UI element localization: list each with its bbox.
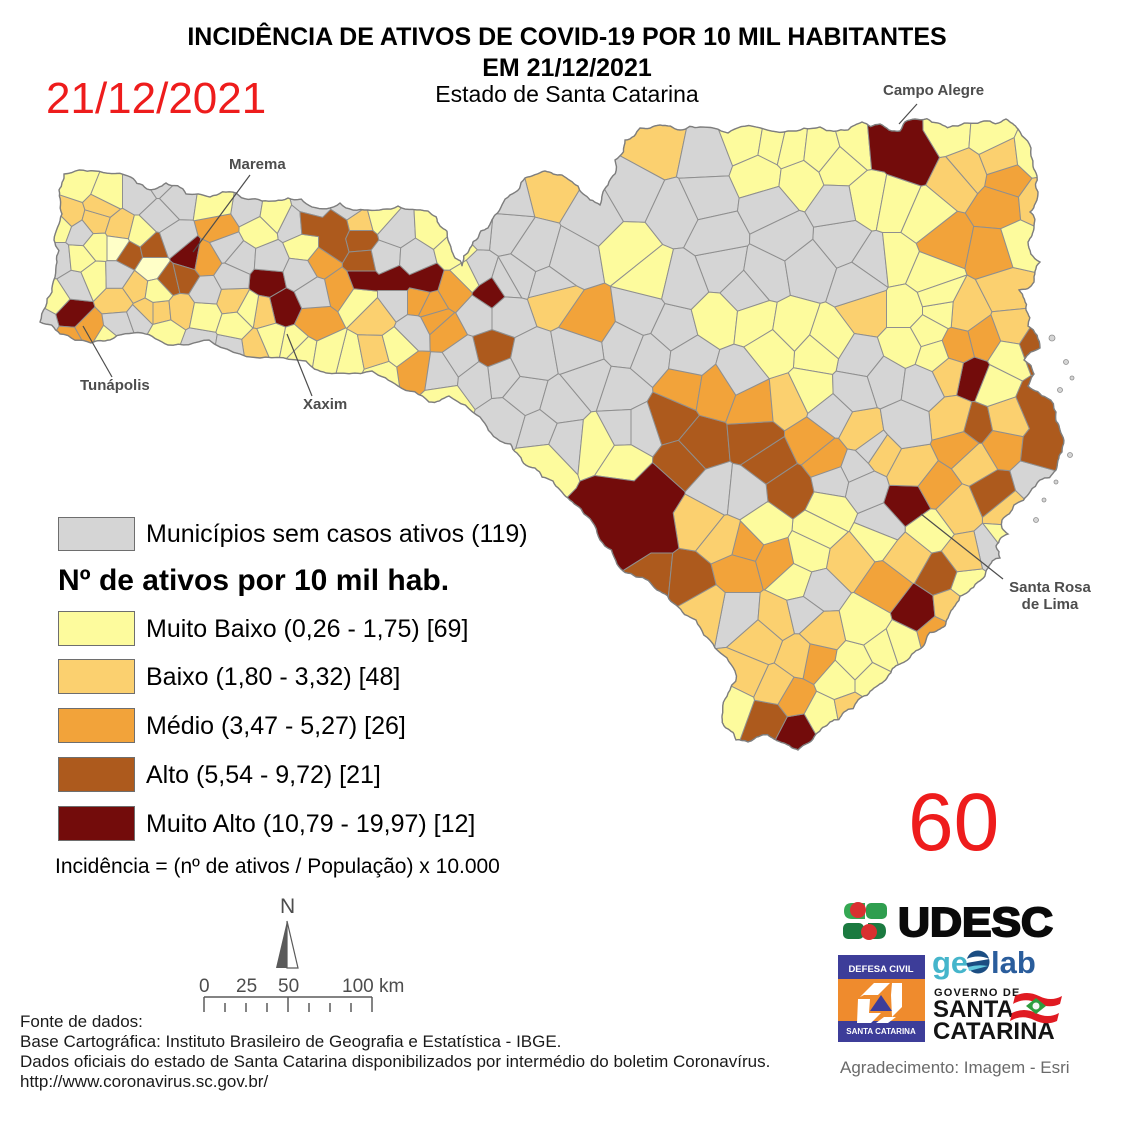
- svg-text:lab: lab: [991, 947, 1036, 980]
- svg-text:100 km: 100 km: [342, 976, 404, 997]
- svg-text:SANTA CATARINA: SANTA CATARINA: [846, 1027, 916, 1036]
- svg-text:0: 0: [199, 976, 210, 997]
- svg-text:N: N: [280, 895, 295, 918]
- svg-text:DEFESA CIVIL: DEFESA CIVIL: [848, 964, 913, 975]
- svg-text:25: 25: [236, 976, 257, 997]
- svg-text:CATARINA: CATARINA: [933, 1018, 1055, 1042]
- svg-text:ge: ge: [932, 947, 968, 980]
- svg-text:50: 50: [278, 976, 299, 997]
- svg-text:GOVERNO DE: GOVERNO DE: [934, 987, 1021, 999]
- svg-text:UDESC: UDESC: [898, 899, 1053, 945]
- svg-text:SANTA: SANTA: [933, 996, 1014, 1023]
